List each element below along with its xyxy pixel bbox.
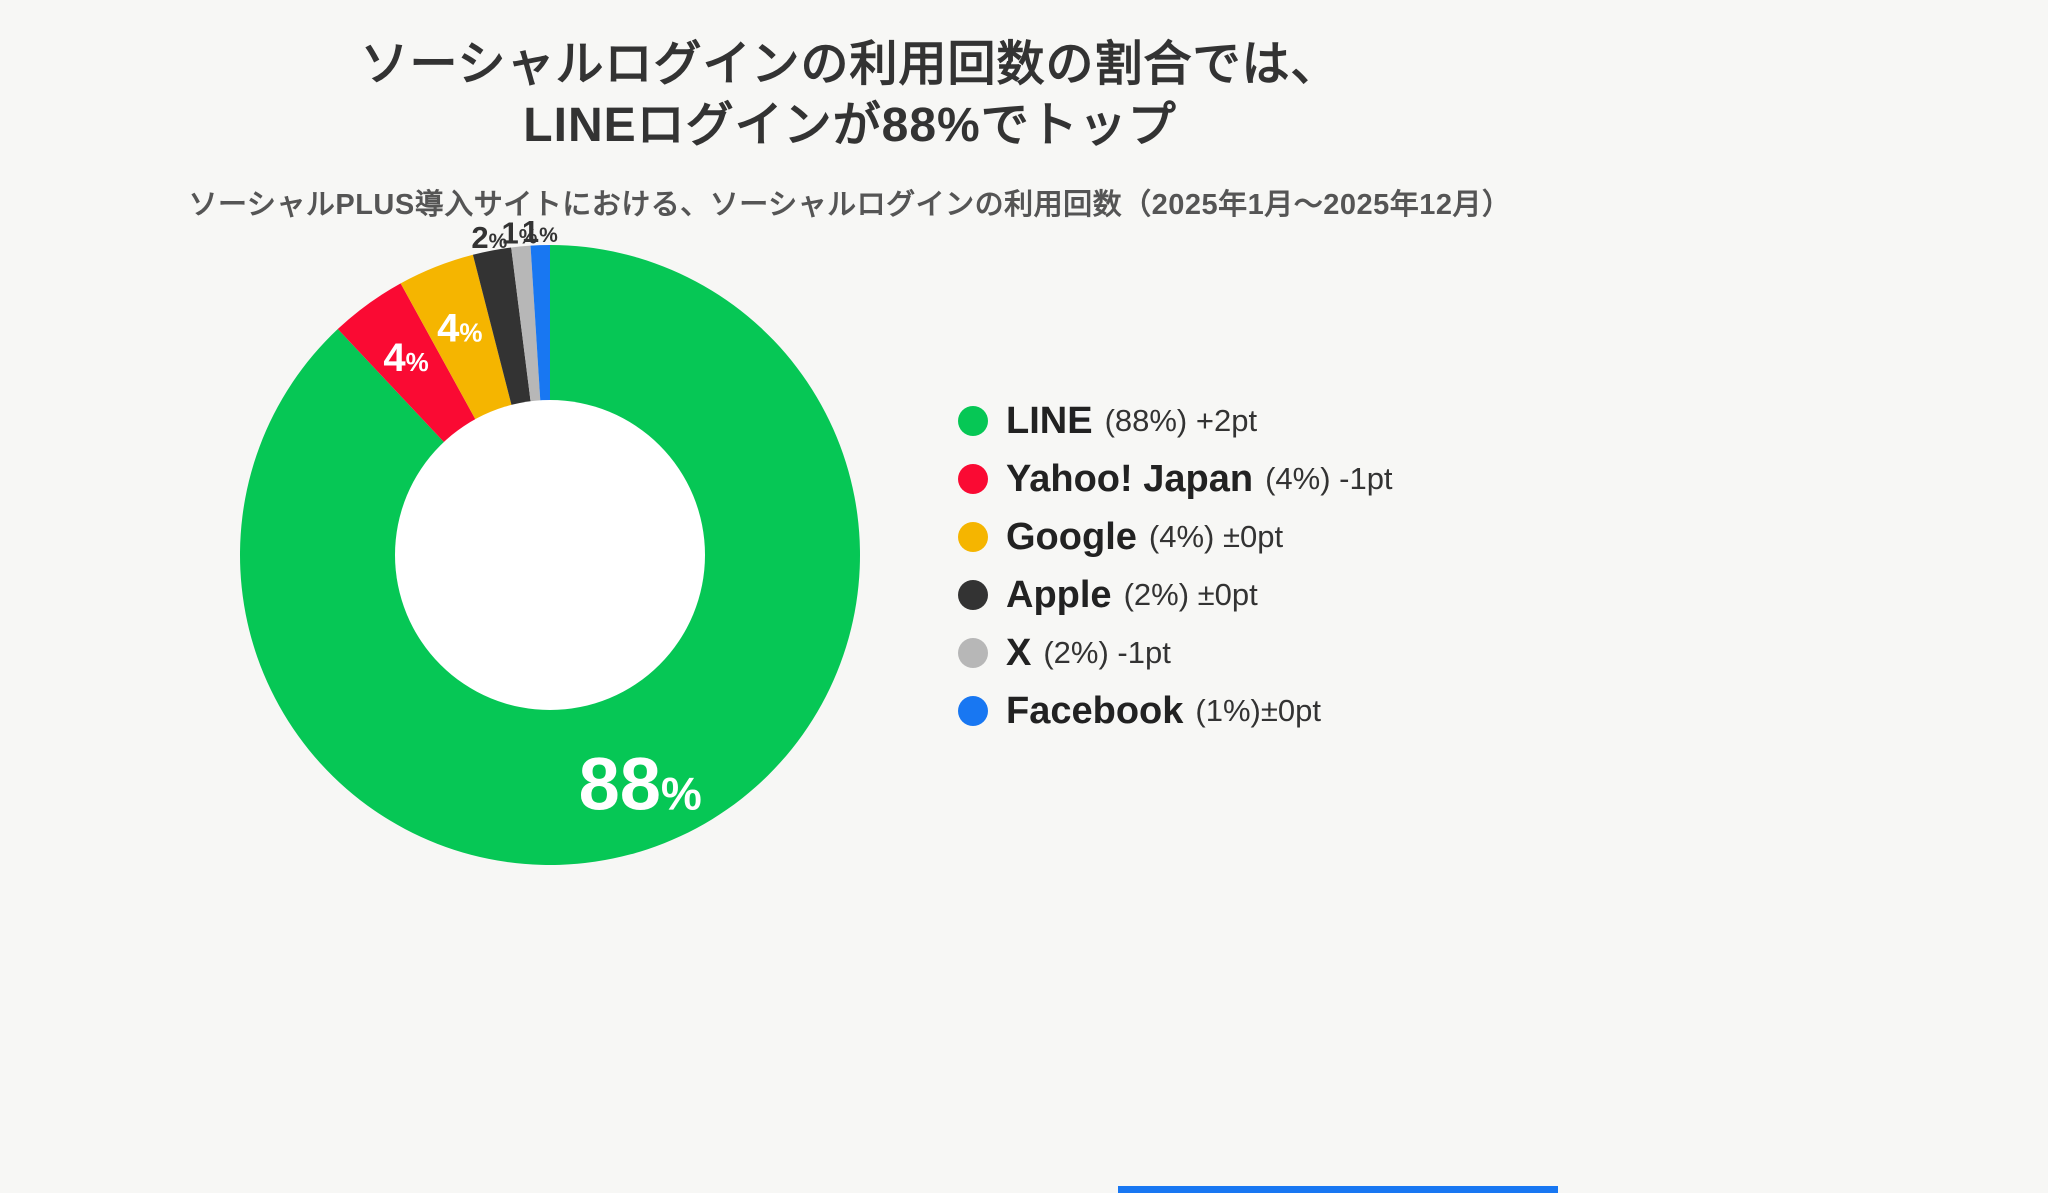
footer-accent-bar bbox=[1118, 1186, 1558, 1193]
legend-swatch-google bbox=[958, 522, 988, 552]
legend-detail: (2%) -1pt bbox=[1043, 635, 1171, 670]
slice-label-facebook: 1% bbox=[522, 214, 558, 249]
page-title-line2: LINEログインが88%でトップ bbox=[523, 99, 1177, 153]
legend-detail: (1%)±0pt bbox=[1195, 693, 1321, 728]
legend-item-facebook: Facebook (1%)±0pt bbox=[958, 682, 1393, 740]
legend-item-apple: Apple (2%) ±0pt bbox=[958, 566, 1393, 624]
legend-name: LINE bbox=[1006, 399, 1093, 442]
legend-swatch-apple bbox=[958, 580, 988, 610]
legend-name: Facebook bbox=[1006, 689, 1184, 732]
legend-detail: (4%) -1pt bbox=[1265, 461, 1393, 496]
legend-name: Yahoo! Japan bbox=[1006, 457, 1254, 500]
chart-header: ソーシャルログインの利用回数の割合では、 LINEログインが88%でトップ ソー… bbox=[0, 34, 1700, 223]
page-title-line1: ソーシャルログインの利用回数の割合では、 bbox=[360, 38, 1340, 91]
chart-legend: LINE (88%) +2pt Yahoo! Japan (4%) -1pt Googl… bbox=[958, 392, 1393, 740]
legend-item-x: X (2%) -1pt bbox=[958, 624, 1393, 682]
legend-swatch-line bbox=[958, 406, 988, 436]
legend-item-line: LINE (88%) +2pt bbox=[958, 392, 1393, 450]
legend-name: Apple bbox=[1006, 573, 1112, 616]
slice-label-yahoo-japan: 4% bbox=[383, 336, 428, 380]
slice-label-x: 1% bbox=[502, 216, 538, 251]
slice-label-google: 4% bbox=[437, 306, 482, 350]
donut-chart: 88%4%4%2%1%1% bbox=[239, 214, 860, 865]
legend-detail: (88%) +2pt bbox=[1104, 403, 1258, 438]
legend-swatch-facebook bbox=[958, 696, 988, 726]
legend-detail: (2%) ±0pt bbox=[1123, 577, 1258, 612]
slice-label-apple: 2% bbox=[471, 220, 507, 255]
chart-subtitle: ソーシャルPLUS導入サイトにおける、ソーシャルログインの利用回数（2025年1… bbox=[188, 188, 1512, 221]
slice-label-line: 88% bbox=[579, 743, 702, 826]
legend-name: X bbox=[1006, 631, 1032, 674]
legend-swatch-yahoo-japan bbox=[958, 464, 988, 494]
legend-item-google: Google (4%) ±0pt bbox=[958, 508, 1393, 566]
donut-hole bbox=[395, 400, 705, 710]
legend-swatch-x bbox=[958, 638, 988, 668]
legend-item-yahoo-japan: Yahoo! Japan (4%) -1pt bbox=[958, 450, 1393, 508]
legend-detail: (4%) ±0pt bbox=[1148, 519, 1284, 554]
legend-name: Google bbox=[1006, 515, 1137, 558]
